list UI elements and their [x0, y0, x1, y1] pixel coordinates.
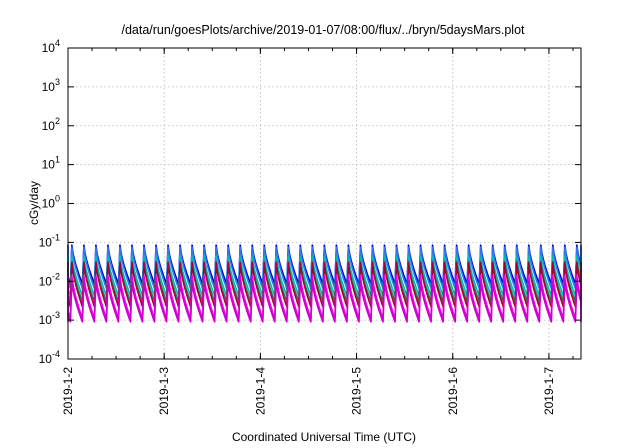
- y-tick-label: 10-2: [39, 271, 60, 288]
- x-axis: 2019-1-2 2019-1-3 2019-1-4 2019-1-5 2019-1-6…: [61, 48, 574, 415]
- series-layer: [67, 244, 582, 323]
- y-tick-label: 101: [42, 155, 60, 172]
- series-line-5: [67, 261, 582, 308]
- series-line-1: [67, 244, 582, 285]
- y-tick-label: 10-4: [39, 349, 60, 366]
- x-tick-label: 2019-1-7: [542, 367, 556, 415]
- y-tick-label: 10-3: [39, 310, 60, 327]
- series-line-3: [67, 255, 582, 297]
- y-tick-label: 102: [42, 116, 60, 133]
- y-tick-label: 104: [42, 38, 60, 55]
- x-tick-label: 2019-1-3: [157, 367, 171, 415]
- x-tick-label: 2019-1-5: [350, 367, 364, 415]
- y-axis-label: cGy/day: [27, 181, 41, 225]
- series-line-7: [67, 280, 582, 323]
- series-line-4: [67, 260, 582, 303]
- y-tick-label: 100: [42, 194, 60, 211]
- y-tick-label: 103: [42, 77, 60, 94]
- x-tick-label: 2019-1-4: [253, 367, 267, 415]
- x-axis-label: Coordinated Universal Time (UTC): [232, 430, 416, 444]
- chart-title: /data/run/goesPlots/archive/2019-01-07/0…: [121, 23, 525, 37]
- y-axis: 10-4 10-3 10-2 10-1 100 101 102 103 104: [39, 38, 581, 366]
- x-tick-label: 2019-1-6: [446, 367, 460, 415]
- series-line-2: [67, 246, 582, 290]
- x-tick-label: 2019-1-2: [61, 367, 75, 415]
- y-tick-label: 10-1: [39, 232, 60, 249]
- series-line-6: [67, 274, 582, 320]
